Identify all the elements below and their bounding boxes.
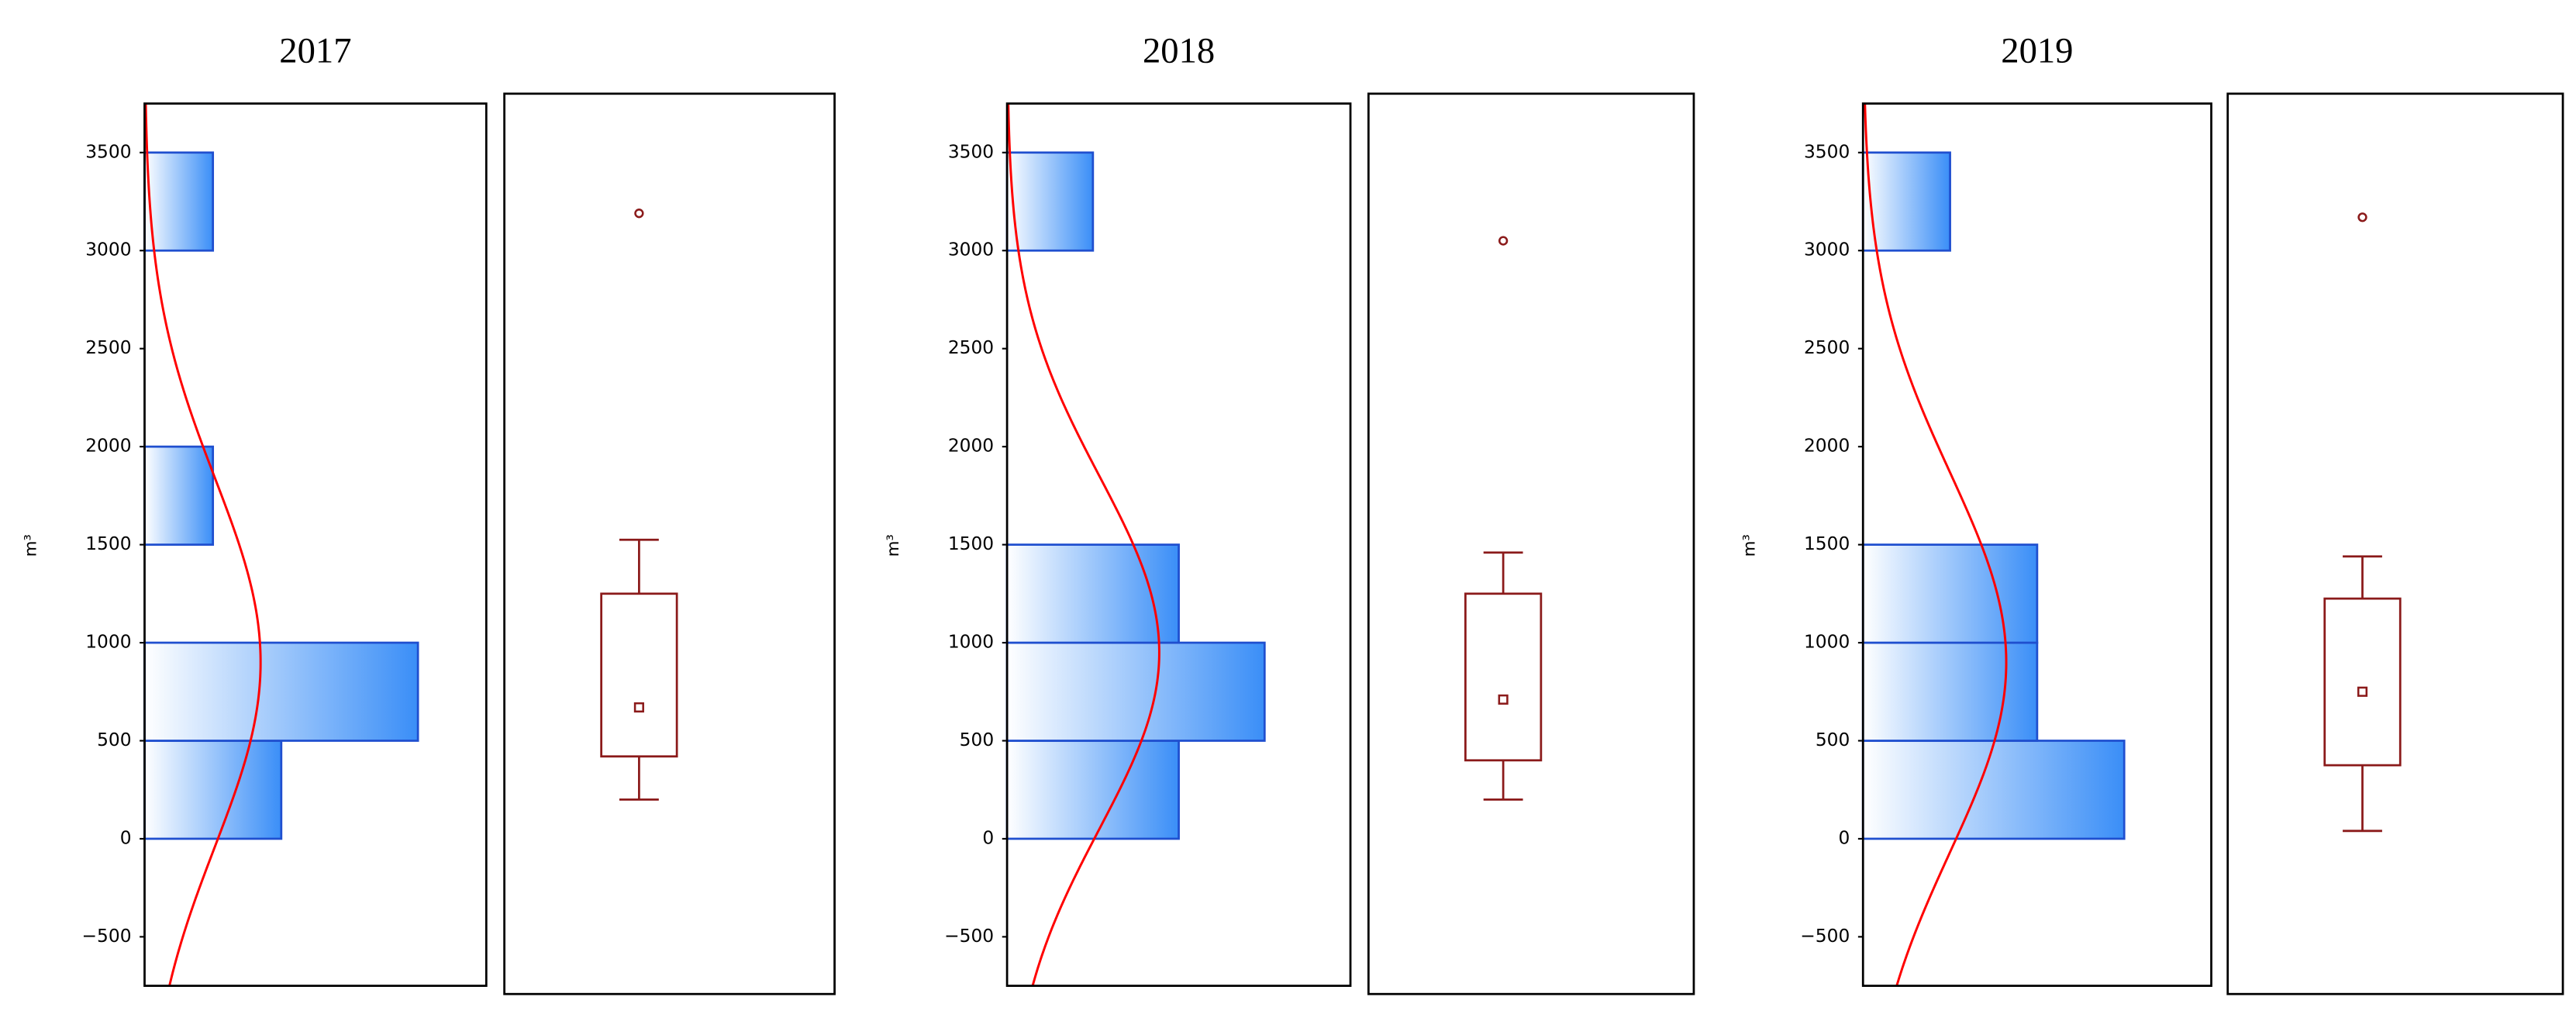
outlier <box>1498 236 1509 246</box>
y-tick-label: 1500 <box>948 533 994 554</box>
normal-curve <box>1864 103 2008 987</box>
histogram-frame <box>1005 102 1352 987</box>
y-axis-label: m³ <box>21 534 40 557</box>
y-tick-label: 1000 <box>948 632 994 653</box>
y-tick-label: 2000 <box>948 436 994 457</box>
normal-curve <box>144 103 262 986</box>
histogram-frame <box>143 102 488 987</box>
y-tick-label: −500 <box>1800 926 1850 947</box>
y-tick-label: 1500 <box>85 533 131 554</box>
histogram-bar <box>1005 641 1266 742</box>
normal-curve <box>1007 103 1160 987</box>
boxplot-frame <box>1367 92 1695 995</box>
histogram-bar <box>1005 543 1180 644</box>
y-tick-label: 3500 <box>1804 141 1850 162</box>
y-tick-label: 500 <box>1816 730 1850 750</box>
y-tick-label: 500 <box>960 730 994 750</box>
mean-marker <box>1498 694 1509 705</box>
y-tick-label: 0 <box>982 827 994 848</box>
y-tick-label: 3000 <box>948 240 994 260</box>
histogram-bar <box>143 445 215 546</box>
outlier <box>2357 212 2367 222</box>
chart-title: 2019 <box>2001 31 2073 71</box>
box <box>2323 597 2402 767</box>
chart-title: 2018 <box>1143 31 1215 71</box>
outlier <box>634 209 644 219</box>
y-axis-label: m³ <box>1739 534 1758 557</box>
histogram-bar <box>1005 740 1180 840</box>
y-tick-label: 1500 <box>1804 533 1850 554</box>
y-tick-label: 2500 <box>85 337 131 358</box>
boxplot-frame <box>2226 92 2564 995</box>
y-tick-label: 1000 <box>1804 632 1850 653</box>
y-tick-label: 2000 <box>85 436 131 457</box>
box <box>600 592 678 758</box>
y-tick-label: 500 <box>97 730 131 750</box>
y-tick-label: 2000 <box>1804 436 1850 457</box>
histogram-bar <box>1861 543 2039 644</box>
y-tick-label: 3000 <box>85 240 131 260</box>
histogram-bar <box>143 740 283 840</box>
histogram-bar <box>1861 151 1951 252</box>
mean-marker <box>633 702 644 713</box>
y-tick-label: −500 <box>82 926 132 947</box>
box <box>1464 592 1543 762</box>
y-tick-label: 2500 <box>1804 337 1850 358</box>
histogram-bar <box>1861 740 2126 840</box>
histogram-bar <box>1005 151 1095 252</box>
y-tick-label: 3000 <box>1804 240 1850 260</box>
y-tick-label: 3500 <box>85 141 131 162</box>
histogram-bar <box>143 641 419 742</box>
boxplot-frame <box>503 92 836 995</box>
y-tick-label: 2500 <box>948 337 994 358</box>
y-axis-label: m³ <box>883 534 902 557</box>
y-tick-label: 0 <box>1838 827 1850 848</box>
y-tick-label: 1000 <box>85 632 131 653</box>
y-tick-label: −500 <box>944 926 994 947</box>
y-tick-label: 3500 <box>948 141 994 162</box>
histogram-bar <box>1861 641 2039 742</box>
histogram-frame <box>1861 102 2212 987</box>
y-tick-label: 0 <box>120 827 132 848</box>
chart-title: 2017 <box>279 31 351 71</box>
mean-marker <box>2357 686 2368 697</box>
histogram-bar <box>143 151 215 252</box>
